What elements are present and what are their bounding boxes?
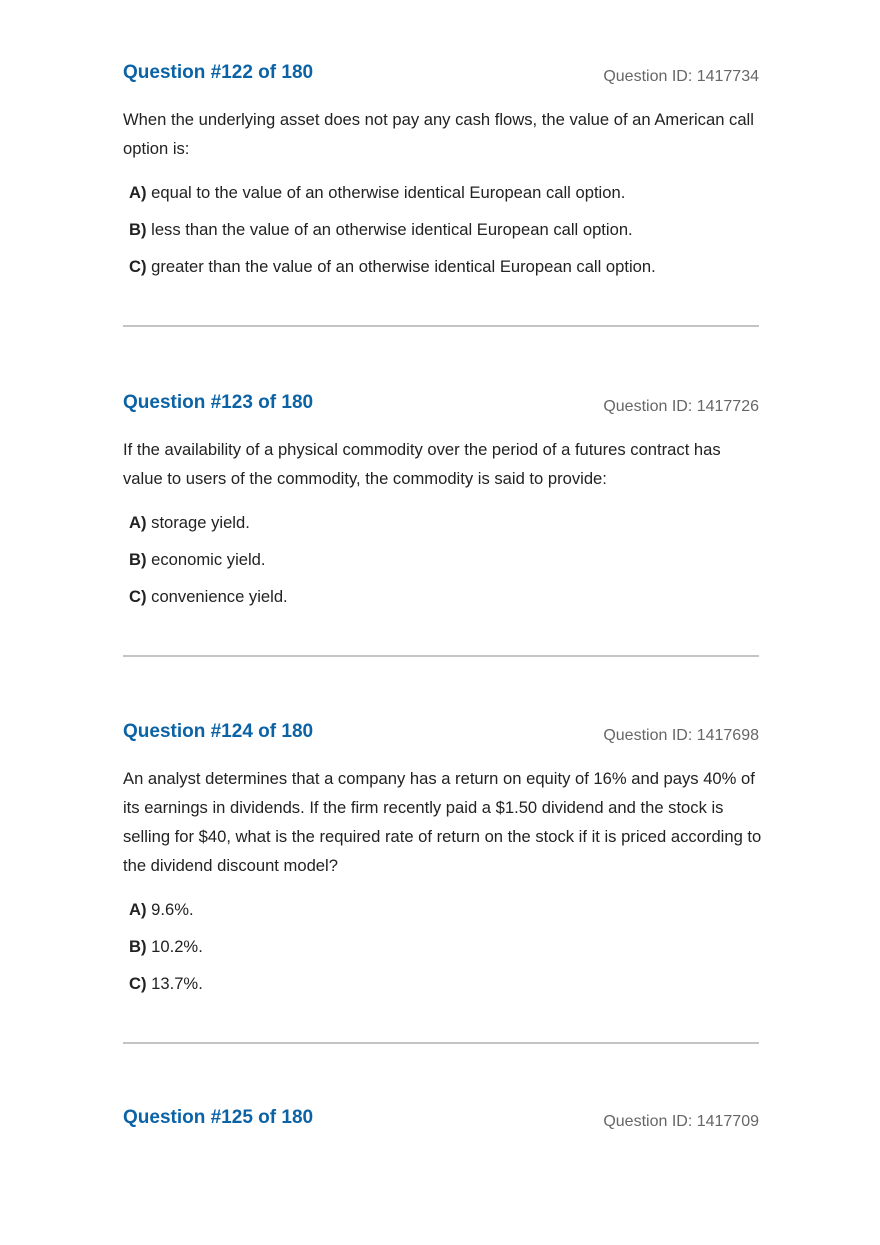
option-text: 10.2%.: [151, 937, 203, 956]
option-letter: B): [129, 937, 147, 956]
question-text: An analyst determines that a company has…: [123, 769, 762, 875]
divider: [123, 325, 759, 327]
answer-option-a[interactable]: A) 9.6%.: [123, 891, 759, 928]
option-letter: A): [129, 900, 147, 919]
option-text: storage yield.: [151, 513, 250, 532]
option-letter: C): [129, 257, 147, 276]
option-text: equal to the value of an otherwise ident…: [151, 183, 626, 202]
answer-option-c[interactable]: C) greater than the value of an otherwis…: [123, 248, 759, 285]
divider: [123, 1042, 759, 1044]
option-text: convenience yield.: [151, 587, 288, 606]
answer-option-a[interactable]: A) equal to the value of an otherwise id…: [123, 174, 759, 211]
question-id: Question ID: 1417709: [603, 1113, 759, 1130]
divider: [123, 655, 759, 657]
answer-option-b[interactable]: B) less than the value of an otherwise i…: [123, 211, 759, 248]
option-text: economic yield.: [151, 550, 266, 569]
question-title: Question #125 of 180: [123, 1107, 314, 1128]
option-letter: A): [129, 183, 147, 202]
question-title: Question #123 of 180: [123, 392, 314, 413]
question-title: Question #124 of 180: [123, 721, 314, 742]
question-block: Question #125 of 180 Question ID: 141770…: [123, 1106, 759, 1130]
option-text: 13.7%.: [151, 974, 203, 993]
option-text: 9.6%.: [151, 900, 194, 919]
option-letter: C): [129, 587, 147, 606]
option-text: less than the value of an otherwise iden…: [151, 220, 633, 239]
question-block: Question #122 of 180 Question ID: 141773…: [123, 61, 759, 327]
question-id: Question ID: 1417734: [603, 68, 759, 85]
question-title: Question #122 of 180: [123, 62, 314, 83]
option-letter: B): [129, 220, 147, 239]
answer-option-c[interactable]: C) 13.7%.: [123, 965, 759, 1002]
question-text: When the underlying asset does not pay a…: [123, 110, 754, 158]
question-text: If the availability of a physical commod…: [123, 440, 721, 488]
option-letter: A): [129, 513, 147, 532]
question-block: Question #124 of 180 Question ID: 141769…: [123, 720, 761, 1044]
answer-option-b[interactable]: B) 10.2%.: [123, 928, 759, 965]
option-text: greater than the value of an otherwise i…: [151, 257, 656, 276]
question-id: Question ID: 1417698: [603, 727, 759, 744]
answer-option-a[interactable]: A) storage yield.: [123, 504, 759, 541]
question-block: Question #123 of 180 Question ID: 141772…: [123, 391, 759, 657]
question-id: Question ID: 1417726: [603, 398, 759, 415]
answer-option-c[interactable]: C) convenience yield.: [123, 578, 759, 615]
option-letter: C): [129, 974, 147, 993]
option-letter: B): [129, 550, 147, 569]
answer-option-b[interactable]: B) economic yield.: [123, 541, 759, 578]
